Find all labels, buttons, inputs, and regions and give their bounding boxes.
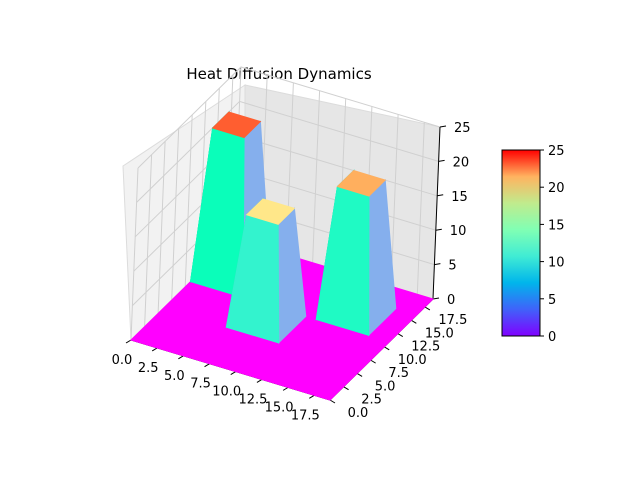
y-tick-label: 2.5 — [361, 393, 382, 408]
heat-block-top-face — [336, 170, 387, 197]
y-tick-mark — [397, 333, 404, 337]
heat-block-top-face — [245, 198, 296, 225]
colorbar-tick-label: 15 — [548, 218, 565, 233]
x-tick-label: 12.5 — [238, 392, 267, 407]
z-gridline — [137, 66, 441, 169]
z-tick-label: 10 — [450, 224, 467, 239]
y-tick-mark — [383, 346, 390, 351]
x-tick-label: 0.0 — [112, 353, 133, 368]
z-tick-label: 15 — [451, 190, 468, 205]
z-tick-mark — [437, 194, 444, 197]
x-tick-label: 10.0 — [212, 385, 241, 400]
heat-block-top-face — [211, 111, 262, 139]
z-tick-label: 20 — [453, 155, 470, 170]
x-tick-mark — [178, 355, 184, 360]
z-tick-mark — [432, 297, 440, 300]
y-tick-mark — [343, 386, 349, 391]
heat-surface — [130, 110, 434, 401]
colorbar-ticks: 0 5 10 15 20 25 — [540, 144, 565, 345]
z-axis-line — [432, 126, 441, 300]
colorbar-tick-label: 20 — [548, 181, 565, 196]
z-tick-label: 5 — [448, 259, 456, 274]
z-tick-mark — [439, 125, 447, 128]
z-tick-label: 25 — [454, 121, 471, 136]
x-tick-label: 17.5 — [291, 408, 320, 423]
y-tick-mark — [329, 399, 336, 404]
x-tick-label: 7.5 — [190, 377, 211, 392]
z-tick-mark — [438, 159, 445, 162]
colorbar-tick-label: 25 — [548, 144, 565, 159]
x-tick-label: 2.5 — [138, 361, 159, 376]
axis-ticks: 0.02.55.07.510.012.515.017.5 0.02.55.07.5… — [112, 121, 471, 423]
y-tick-label: 5.0 — [375, 379, 396, 394]
x-tick-mark — [256, 379, 263, 383]
chart-title: Heat Diffusion Dynamics — [186, 65, 371, 83]
x-tick-mark — [230, 371, 236, 376]
x-tick-label: 15.0 — [265, 400, 294, 415]
y-tick-label: 17.5 — [438, 313, 467, 328]
x-tick-mark — [309, 394, 315, 399]
y-tick-mark — [356, 372, 363, 377]
x-tick-mark — [125, 339, 132, 344]
z-tick-mark — [435, 228, 442, 231]
y-tick-label: 10.0 — [398, 353, 427, 368]
y-tick-label: 12.5 — [411, 340, 440, 355]
y-tick-label: 0.0 — [348, 406, 369, 421]
y-tick-mark — [424, 306, 431, 311]
colorbar-tick-label: 5 — [548, 293, 556, 308]
colorbar: 0 5 10 15 20 25 — [501, 144, 565, 345]
colorbar-gradient — [501, 149, 541, 337]
x-tick-mark — [282, 386, 289, 391]
x-tick-mark — [151, 347, 158, 352]
y-tick-label: 7.5 — [388, 366, 409, 381]
z-tick-label: 0 — [447, 293, 455, 308]
x-tick-mark — [204, 363, 210, 368]
y-tick-mark — [370, 359, 376, 364]
z-gridline — [136, 100, 439, 203]
z-tick-mark — [434, 263, 441, 266]
y-tick-label: 15.0 — [425, 326, 454, 341]
colorbar-tick-label: 0 — [548, 330, 556, 345]
y-tick-mark — [411, 319, 417, 324]
x-tick-label: 5.0 — [164, 369, 185, 384]
colorbar-tick-label: 10 — [548, 256, 565, 271]
